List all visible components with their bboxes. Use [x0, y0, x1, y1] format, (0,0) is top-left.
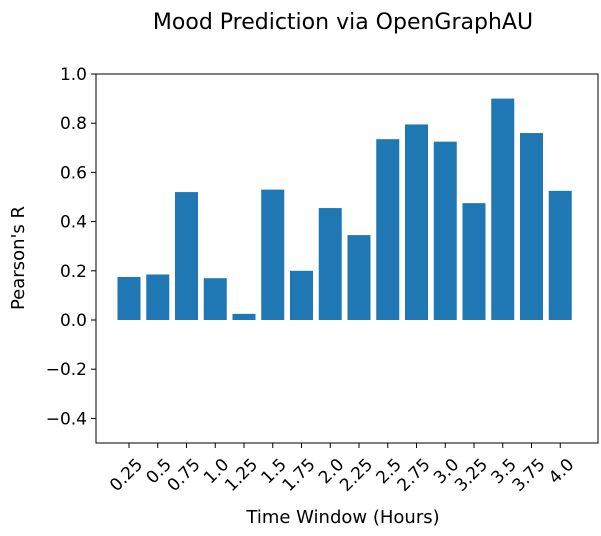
- bar-2.5: [376, 139, 400, 320]
- x-tick-label: 0.75: [164, 455, 205, 496]
- chart-title: Mood Prediction via OpenGraphAU: [153, 10, 533, 35]
- x-tick-label: 1.75: [279, 455, 320, 496]
- bar-2.25: [347, 235, 371, 320]
- x-tick-label: 3.25: [451, 455, 492, 496]
- y-tick-label: 0.4: [60, 213, 87, 233]
- bar-4.0: [548, 190, 572, 320]
- plot-frame: [95, 73, 599, 444]
- bar-3.25: [462, 203, 486, 320]
- y-tick-label: −0.2: [46, 360, 87, 380]
- y-tick-label: 0.6: [60, 163, 87, 183]
- bar-1.75: [290, 270, 313, 320]
- x-tick-label: 2.75: [394, 455, 435, 496]
- bar-0.25: [117, 276, 141, 320]
- x-axis: 0.250.50.751.01.251.51.752.02.252.52.753…: [106, 443, 578, 496]
- bar-3.75: [520, 133, 543, 320]
- y-axis-label: Pearson's R: [8, 206, 29, 310]
- x-tick-label: 4.0: [545, 455, 578, 488]
- bar-0.75: [175, 192, 198, 320]
- bar-1.5: [261, 189, 285, 320]
- bar-2.75: [405, 124, 428, 321]
- bars: [117, 98, 572, 321]
- plot-area: −0.4 −0.2 0.0 0.2 0.4 0.6 0.8 1.0 0.250.50.751.…: [46, 65, 599, 496]
- y-tick-label: 1.0: [60, 65, 87, 85]
- y-tick-label: −0.4: [46, 409, 87, 429]
- bar-3.0: [433, 141, 457, 320]
- x-tick-label: 3.75: [509, 455, 550, 496]
- bar-1.25: [232, 313, 256, 320]
- bar-3.5: [491, 98, 515, 320]
- x-tick-label: 1.25: [221, 455, 262, 496]
- y-tick-label: 0.0: [60, 311, 87, 331]
- x-tick-label: 2.25: [336, 455, 377, 496]
- bar-1.0: [203, 278, 227, 320]
- x-tick-label: 0.25: [106, 455, 147, 496]
- bar-0.5: [146, 274, 170, 320]
- y-tick-label: 0.2: [60, 262, 87, 282]
- y-tick-label: 0.8: [60, 114, 87, 134]
- bar-2.0: [318, 208, 342, 320]
- y-axis: −0.4 −0.2 0.0 0.2 0.4 0.6 0.8 1.0: [46, 65, 96, 429]
- x-axis-label: Time Window (Hours): [245, 507, 439, 528]
